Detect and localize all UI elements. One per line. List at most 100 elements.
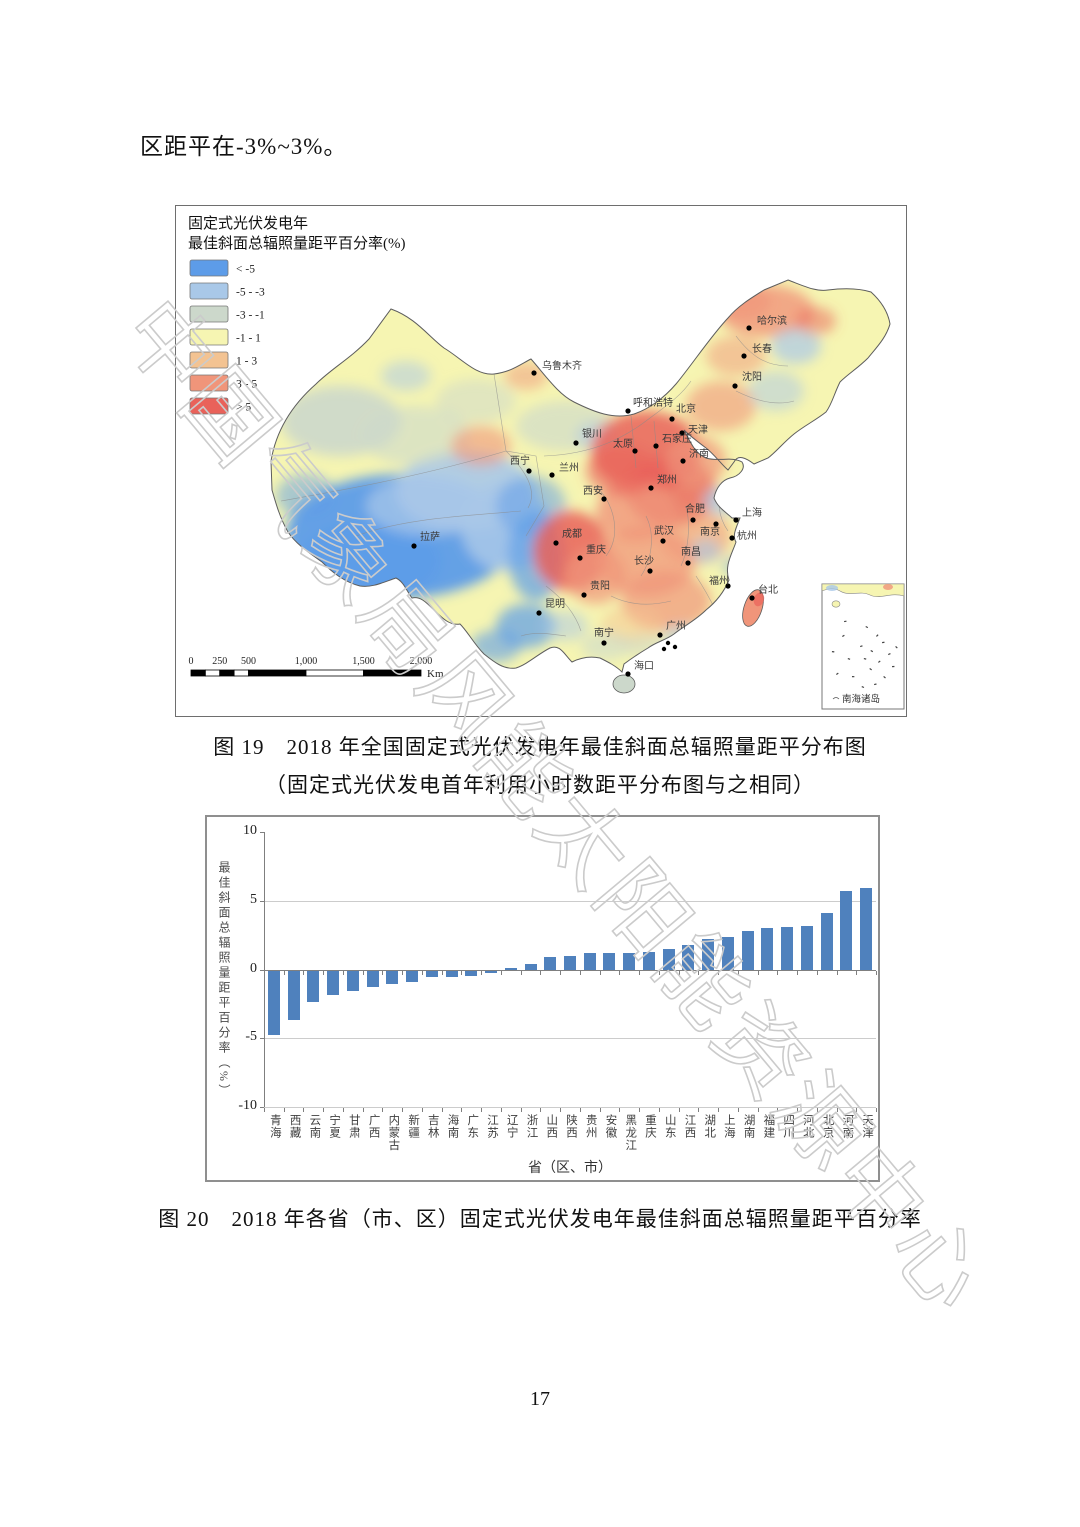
y-tick-mark [260, 1107, 264, 1108]
bar-湖北 [702, 939, 715, 970]
y-tick-label: 10 [243, 823, 257, 838]
city-label: 长春 [752, 343, 772, 355]
category-tick [856, 970, 858, 975]
scale-bar-tick-label: 0 [189, 656, 194, 667]
bar-广西 [366, 970, 379, 987]
anomaly-blob [706, 336, 766, 376]
category-tick-bottom [342, 1108, 344, 1112]
scale-bar-tick-label: 1,500 [352, 656, 375, 667]
city-label: 台北 [758, 583, 778, 596]
anomaly-blob [596, 481, 676, 541]
bar-黑龙江 [623, 953, 636, 970]
inset-label-squiggle [832, 697, 840, 700]
city-label: 重庆 [586, 543, 606, 556]
x-category-label: 新疆 [407, 1114, 420, 1139]
category-tick-bottom [737, 1108, 739, 1112]
chart-y-axis-title: 最佳斜面总辐照量距平百分率（%） [217, 861, 231, 1099]
category-tick-bottom [481, 1108, 483, 1112]
city-dot [625, 671, 631, 677]
city-dot [741, 353, 747, 359]
bar-广东 [465, 970, 478, 976]
scale-bar-tick-label: 250 [212, 656, 227, 667]
city-label: 西安 [583, 484, 603, 497]
city-dot [549, 472, 555, 478]
city-label: 南宁 [594, 626, 614, 639]
category-tick [441, 970, 443, 975]
bar-贵州 [583, 953, 596, 970]
scale-bar-segment [219, 669, 235, 677]
anomaly-blob [451, 426, 511, 466]
city-dot [632, 448, 638, 454]
category-tick [579, 970, 581, 975]
city-dot [685, 560, 691, 566]
bar-天津 [860, 888, 873, 970]
city-dot [725, 583, 731, 589]
y-axis-line [264, 832, 265, 1107]
province-boundary [735, 335, 789, 367]
inset-red-patch [883, 584, 893, 590]
bar-吉林 [425, 970, 438, 978]
category-tick [540, 970, 542, 975]
category-tick-bottom [876, 1108, 877, 1112]
city-dot [601, 640, 607, 646]
category-tick-bottom [441, 1108, 443, 1112]
inset-island-mark [887, 653, 891, 656]
inset-island-mark [851, 676, 855, 678]
bar-新疆 [406, 970, 419, 982]
category-tick [678, 970, 680, 975]
city-dot [531, 370, 537, 376]
city-dot [665, 640, 671, 646]
bar-甘肃 [346, 970, 359, 992]
city-label: 贵阳 [590, 579, 610, 592]
city-label: 上海 [742, 506, 762, 519]
province-boundary [630, 415, 637, 469]
province-boundary [280, 450, 507, 502]
category-tick [658, 970, 660, 975]
x-category-label: 河北 [801, 1114, 814, 1139]
bar-重庆 [642, 951, 655, 970]
inset-island-mark [883, 675, 886, 679]
category-tick-bottom [619, 1108, 621, 1112]
map-figure: 乌鲁木齐 哈尔滨 长春 沈阳 呼和浩特 北京 天津 太原 石家庄 济南 银川 西宁 兰州 西安 郑州 合肥 南京… [175, 205, 907, 717]
category-tick-bottom [599, 1108, 601, 1112]
province-boundary [640, 515, 652, 577]
city-label: 长沙 [634, 555, 654, 567]
city-label: 银川 [582, 427, 602, 440]
x-category-label: 内蒙古 [387, 1114, 400, 1152]
legend-swatch [189, 328, 229, 346]
city-label: 郑州 [657, 473, 677, 486]
page-number: 17 [530, 1388, 550, 1410]
inset-island-mark [831, 651, 835, 653]
x-category-label: 广西 [367, 1114, 380, 1139]
legend-label: -1 - 1 [236, 333, 261, 345]
legend-label: > 5 [236, 402, 251, 414]
x-category-label: 山西 [545, 1114, 558, 1139]
city-label: 西宁 [510, 454, 530, 467]
anomaly-blob [276, 474, 336, 518]
legend-swatch [189, 305, 229, 323]
x-category-label: 福建 [762, 1114, 775, 1139]
city-dot [690, 517, 696, 523]
legend-label: < -5 [236, 264, 255, 276]
province-boundary [520, 632, 567, 637]
category-tick-bottom [658, 1108, 660, 1112]
category-tick [757, 970, 759, 975]
city-label: 太原 [613, 437, 633, 450]
gridline--5 [264, 1038, 876, 1040]
city-dot [411, 543, 417, 549]
anomaly-blob [436, 379, 516, 423]
province-boundary [680, 505, 689, 567]
category-tick [876, 970, 877, 975]
province-boundary [545, 585, 582, 632]
inset-label: 南海诸岛 [842, 693, 880, 705]
bar-北京 [820, 913, 833, 970]
inset-island-mark [863, 658, 867, 660]
city-dot [577, 555, 583, 561]
city-dot [573, 440, 579, 446]
x-category-label: 天津 [861, 1114, 874, 1139]
city-label: 北京 [676, 402, 696, 415]
bar-湖南 [741, 931, 754, 970]
category-tick [283, 970, 285, 975]
category-tick [836, 970, 838, 975]
